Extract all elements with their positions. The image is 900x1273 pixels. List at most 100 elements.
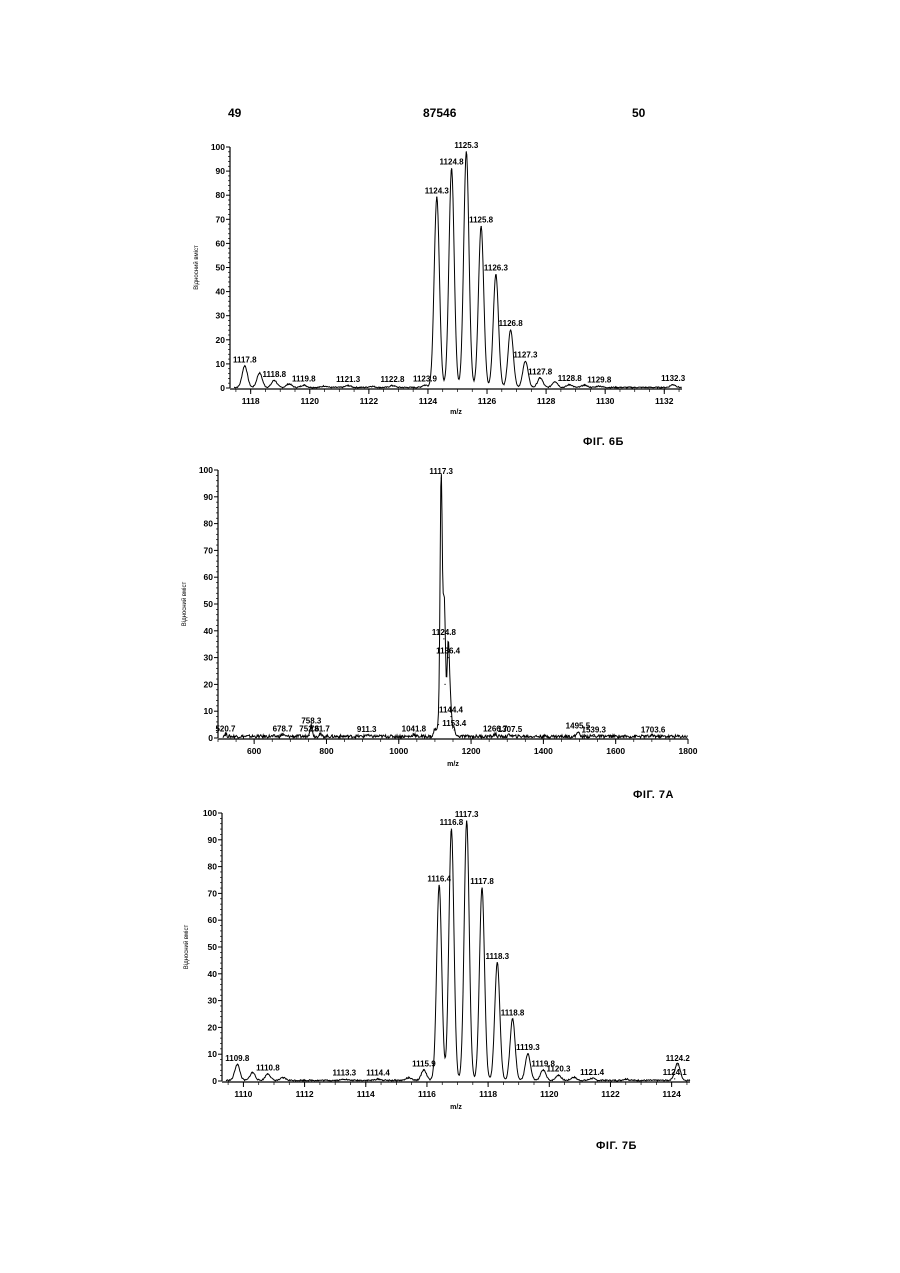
peak-point — [259, 373, 260, 374]
x-tick-label: 1600 — [606, 746, 625, 756]
peak-point — [497, 962, 498, 963]
peak-point — [348, 385, 349, 386]
y-tick-label: 30 — [208, 996, 218, 1006]
x-tick-label: 1122 — [601, 1089, 620, 1099]
y-tick-label: 80 — [208, 862, 218, 872]
peak-label: 1124.3 — [425, 187, 450, 196]
peak-point — [454, 729, 455, 730]
peak-point — [466, 820, 467, 821]
peak-point — [371, 386, 372, 387]
peak-label: 911.3 — [357, 725, 377, 734]
x-tick-label: 1116 — [418, 1089, 436, 1099]
peak-label: 520.7 — [215, 724, 236, 733]
peak-point — [466, 151, 467, 152]
peak-label: 1041.8 — [402, 724, 427, 733]
peak-label: 1124.8 — [432, 628, 457, 637]
peak-label: 1121.3 — [336, 375, 361, 384]
peak-label: 1115.9 — [412, 1059, 436, 1068]
peak-label: 1124.1 — [663, 1068, 688, 1077]
y-tick-label: 90 — [216, 166, 226, 176]
peak-point — [673, 385, 674, 386]
x-tick-label: 1400 — [534, 746, 553, 756]
x-axis-label: m/z — [450, 409, 462, 416]
peak-label: 1119.8 — [292, 375, 316, 384]
y-tick-label: 20 — [208, 1022, 218, 1032]
x-axis-label: m/z — [450, 1104, 462, 1111]
peak-label: 1116.4 — [427, 874, 451, 883]
x-axis-label: m/z — [447, 761, 459, 768]
peak-point — [584, 385, 585, 386]
x-tick-label: 1800 — [679, 746, 698, 756]
y-tick-label: 30 — [216, 311, 226, 321]
peak-label: 1127.3 — [513, 350, 538, 359]
patent-number: 87546 — [423, 106, 456, 120]
peak-label: 1123.9 — [413, 375, 438, 384]
x-tick-label: 1122 — [360, 396, 379, 406]
peak-label: 1129.8 — [587, 376, 612, 385]
peak-label: 1307.5 — [498, 725, 523, 734]
peak-label: 1109.8 — [225, 1054, 250, 1063]
peak-point — [674, 1078, 675, 1079]
x-tick-label: 1124 — [662, 1089, 681, 1099]
y-tick-label: 90 — [208, 835, 218, 845]
peak-label: 1144.4 — [439, 706, 464, 715]
peak-point — [525, 361, 526, 362]
x-tick-label: 600 — [247, 746, 261, 756]
y-tick-label: 60 — [208, 915, 218, 925]
spectrum-trace — [223, 474, 687, 738]
y-tick-label: 50 — [216, 263, 226, 273]
y-tick-label: 10 — [204, 706, 214, 716]
peak-point — [309, 735, 310, 736]
x-tick-label: 1118 — [242, 396, 260, 406]
peak-point — [569, 385, 570, 386]
figure-caption-7b: ФІГ. 7Б — [596, 1140, 637, 1152]
y-tick-label: 90 — [204, 492, 214, 502]
y-tick-label: 100 — [199, 465, 213, 475]
x-tick-label: 1120 — [301, 396, 320, 406]
y-tick-label: 80 — [216, 190, 226, 200]
peak-label: 1117.8 — [470, 877, 494, 886]
peak-label: 1110.8 — [256, 1063, 280, 1072]
peak-point — [436, 197, 437, 198]
peak-point — [303, 385, 304, 386]
peak-label: 1703.6 — [641, 726, 666, 735]
peak-point — [424, 385, 425, 386]
y-tick-label: 60 — [204, 572, 214, 582]
peak-point — [444, 684, 445, 685]
peak-point — [274, 380, 275, 381]
spectrum-chart-7b: 0102030405060708090100111011121114111611… — [178, 806, 708, 1136]
figure-caption-7a: ФІГ. 7А — [633, 789, 674, 801]
peak-point — [451, 168, 452, 169]
y-tick-label: 70 — [204, 545, 214, 555]
y-tick-label: 60 — [216, 238, 226, 248]
x-tick-label: 1000 — [389, 746, 408, 756]
peak-point — [267, 1074, 268, 1075]
peak-label: 1126.8 — [499, 319, 524, 328]
peak-point — [434, 729, 435, 730]
x-tick-label: 1110 — [234, 1089, 252, 1099]
peak-point — [288, 384, 289, 385]
spectrum-chart-7a: 0102030405060708090100600800100012001400… — [170, 463, 715, 773]
peak-point — [543, 1070, 544, 1071]
y-tick-label: 40 — [216, 287, 226, 297]
y-tick-label: 50 — [208, 942, 218, 952]
peak-point — [283, 1078, 284, 1079]
x-tick-label: 1126 — [478, 396, 497, 406]
peak-label: 1127.8 — [528, 367, 553, 376]
y-tick-label: 70 — [216, 214, 226, 224]
peak-label: 1113.3 — [333, 1069, 357, 1078]
peak-point — [495, 735, 496, 736]
peak-label: 1116.8 — [440, 818, 464, 827]
peak-label: 1117.3 — [455, 810, 479, 819]
y-axis-label: Відносний вміст — [193, 245, 200, 290]
y-tick-label: 30 — [204, 653, 214, 663]
peak-label: 678.7 — [273, 724, 294, 733]
y-tick-label: 100 — [211, 142, 225, 152]
y-tick-label: 0 — [212, 1076, 217, 1086]
peak-point — [413, 735, 414, 736]
peak-point — [481, 226, 482, 227]
peak-label: 1132.3 — [661, 374, 686, 383]
peak-point — [573, 1077, 574, 1078]
peak-point — [319, 735, 320, 736]
peak-point — [592, 1078, 593, 1079]
